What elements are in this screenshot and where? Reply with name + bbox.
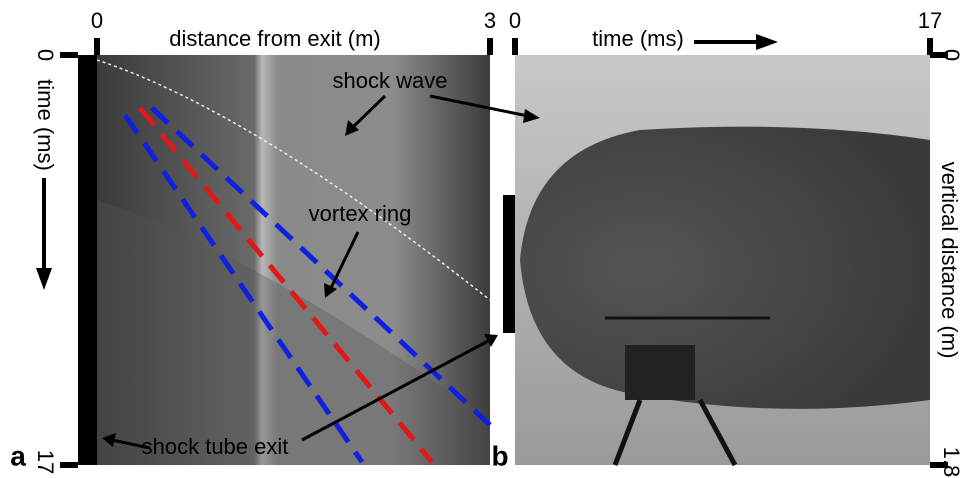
tick-label: 0 (33, 49, 58, 61)
tick-label: 0 (939, 49, 964, 61)
panel-label: b (491, 440, 508, 471)
tick-label: 17 (33, 450, 58, 474)
axis-title: time (ms) (592, 26, 684, 51)
figure: 0 3 distance from exit (m) 0 17 time (ms… (0, 0, 965, 478)
annotation: shock tube exit (142, 434, 289, 459)
annotation: shock wave (333, 68, 448, 93)
tick-label: 1.8 (939, 447, 964, 478)
axis-title: distance from exit (m) (169, 26, 381, 51)
axis-title: vertical distance (m) (937, 162, 962, 359)
tick-label: 0 (509, 8, 521, 33)
panel-a-image (78, 55, 490, 465)
panel-b-image (503, 55, 930, 465)
axis-title: time (ms) (33, 79, 58, 171)
annotation: vortex ring (309, 201, 412, 226)
tick-label: 0 (91, 8, 103, 33)
arrow (694, 34, 778, 50)
tick-label: 3 (484, 8, 496, 33)
panel-label: a (10, 440, 26, 471)
arrow (36, 178, 52, 290)
tick-label: 17 (918, 8, 942, 33)
